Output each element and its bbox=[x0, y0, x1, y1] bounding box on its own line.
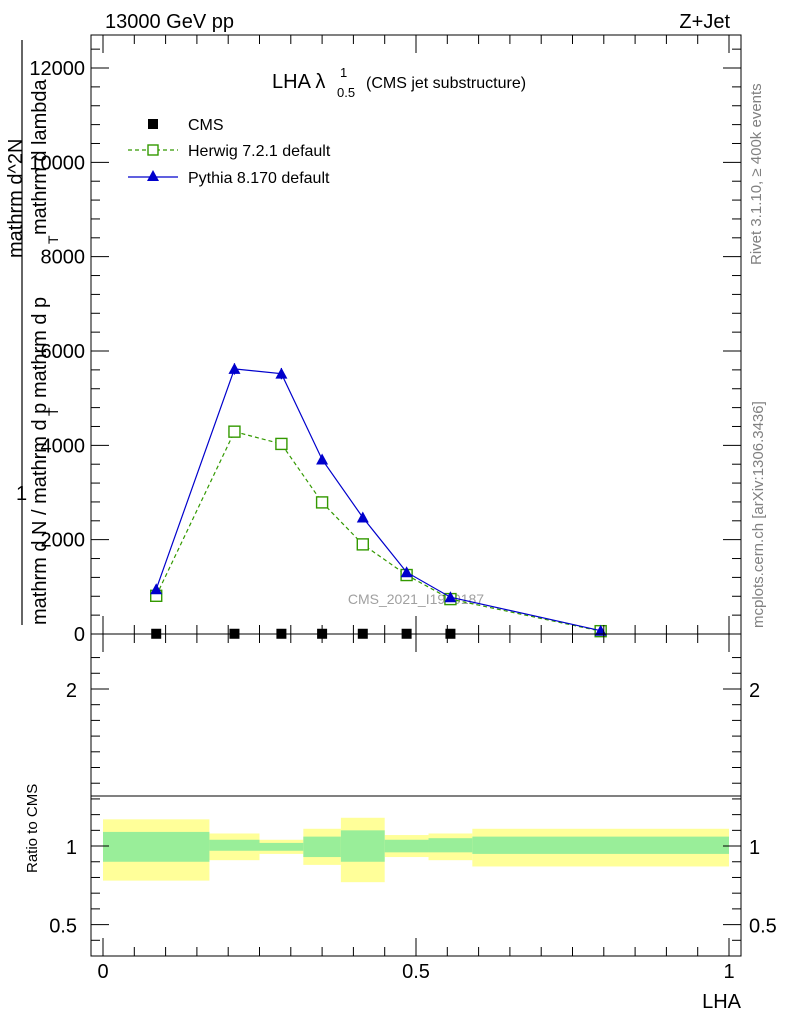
herwig-point bbox=[228, 425, 241, 438]
pythia-point bbox=[356, 511, 369, 523]
y-tick-label: 8000 bbox=[41, 247, 86, 269]
ratio-band-inner bbox=[428, 838, 473, 853]
ratio-bands bbox=[103, 817, 729, 883]
main-ylabel: 1 mathrm d N / mathrm d p mathrm d^2N ma… bbox=[5, 40, 61, 625]
ylabel-dlambda: mathrm d lambda bbox=[29, 79, 51, 235]
y-tick-label: 4000 bbox=[41, 435, 86, 457]
header-energy: 13000 GeV pp bbox=[105, 11, 234, 33]
pythia-point bbox=[228, 362, 241, 374]
ratio-band-inner bbox=[303, 836, 341, 858]
x-tick-label: 1 bbox=[723, 961, 734, 983]
legend-marker-cms bbox=[148, 119, 158, 129]
ratio-ylabel: Ratio to CMS bbox=[24, 784, 41, 873]
rivet-label: Rivet 3.1.10, ≥ 400k events bbox=[748, 83, 765, 265]
ylabel-t-sub-2: T bbox=[45, 407, 61, 416]
title-subscript: 0.5 bbox=[337, 85, 355, 100]
pythia-point bbox=[400, 566, 413, 578]
herwig-point bbox=[356, 538, 369, 551]
herwig-line bbox=[155, 430, 601, 632]
y-tick-label: 0 bbox=[74, 624, 85, 646]
watermark: CMS_2021_I1920187 bbox=[348, 591, 484, 607]
pythia-point bbox=[275, 367, 288, 379]
ylabel-dp: mathrm d p bbox=[29, 297, 51, 398]
x-tick-label: 0.5 bbox=[402, 961, 430, 983]
ylabel-numerator: mathrm d^2N bbox=[5, 139, 27, 258]
herwig-point bbox=[275, 437, 288, 451]
ratio-y-tick-label: 0.5 bbox=[49, 916, 77, 938]
ylabel-denominator: mathrm d N / mathrm d p bbox=[29, 403, 51, 625]
pythia-point bbox=[150, 583, 163, 595]
herwig-point bbox=[315, 496, 329, 509]
plot-title: LHA λ 1 0.5 (CMS jet substructure) bbox=[272, 65, 526, 100]
legend-label-cms: CMS bbox=[188, 117, 224, 134]
y-tick-label: 2000 bbox=[41, 530, 86, 552]
ratio-frame bbox=[90, 633, 742, 957]
ratio-axes: 0.5 0.5 1 1 2 2 0 0.5 1 bbox=[49, 634, 777, 983]
pythia-point bbox=[444, 591, 457, 603]
y-tick-label: 6000 bbox=[41, 341, 86, 363]
legend-label-pythia: Pythia 8.170 default bbox=[188, 170, 330, 187]
ratio-y-tick-label-right: 2 bbox=[749, 680, 760, 702]
y-tick-label: 10000 bbox=[29, 152, 85, 174]
ratio-band-inner bbox=[209, 839, 260, 851]
title-suffix: (CMS jet substructure) bbox=[366, 75, 526, 92]
ratio-y-tick-label-right: 0.5 bbox=[749, 916, 777, 938]
ratio-y-tick-label: 1 bbox=[66, 837, 77, 859]
mcplots-label: mcplots.cern.ch [arXiv:1306.3436] bbox=[750, 401, 767, 628]
ylabel-t-sub-1: T bbox=[45, 235, 61, 244]
header-process: Z+Jet bbox=[679, 11, 730, 33]
pythia-line bbox=[155, 368, 601, 632]
ratio-band-inner bbox=[103, 831, 210, 862]
pythia-point bbox=[316, 453, 329, 465]
legend-marker-herwig bbox=[147, 144, 159, 156]
svg-text:LHA λ: LHA λ bbox=[272, 71, 325, 93]
x-axis-label: LHA bbox=[702, 991, 742, 1013]
title-lha: LHA bbox=[272, 71, 312, 93]
legend-marker-pythia bbox=[147, 170, 159, 181]
y-tick-label: 12000 bbox=[29, 58, 85, 80]
ratio-band-inner bbox=[340, 830, 385, 862]
x-tick-label: 0 bbox=[97, 961, 108, 983]
legend-label-herwig: Herwig 7.2.1 default bbox=[188, 143, 331, 160]
legend: CMS Herwig 7.2.1 default Pythia 8.170 de… bbox=[128, 117, 331, 187]
ratio-band-inner bbox=[384, 839, 429, 853]
ratio-y-tick-label-right: 1 bbox=[749, 837, 760, 859]
title-lambda: λ bbox=[315, 71, 325, 93]
ratio-band-inner bbox=[259, 842, 304, 851]
main-axes: 0 2000 4000 6000 8000 10000 12000 bbox=[29, 35, 741, 646]
title-superscript: 1 bbox=[340, 65, 347, 80]
ratio-y-tick-label: 2 bbox=[66, 680, 77, 702]
ratio-band-inner bbox=[472, 836, 729, 854]
